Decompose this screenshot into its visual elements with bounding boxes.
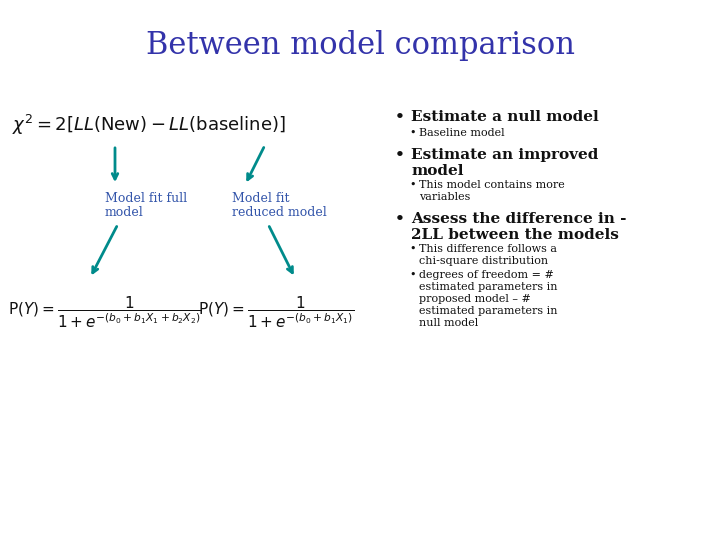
Text: model: model — [105, 206, 144, 219]
Text: •: • — [395, 212, 405, 226]
Text: variables: variables — [419, 192, 470, 202]
Text: •: • — [395, 110, 405, 124]
Text: This difference follows a: This difference follows a — [419, 244, 557, 254]
Text: •: • — [395, 148, 405, 162]
Text: $\mathrm{P}(Y) = \dfrac{1}{1 + e^{-(b_0 + b_1 X_1)}}$: $\mathrm{P}(Y) = \dfrac{1}{1 + e^{-(b_0 … — [198, 295, 354, 330]
Text: •: • — [409, 270, 415, 280]
Text: chi-square distribution: chi-square distribution — [419, 256, 548, 266]
Text: Assess the difference in -: Assess the difference in - — [411, 212, 626, 226]
Text: •: • — [409, 180, 415, 190]
Text: model: model — [411, 164, 464, 178]
Text: $\mathrm{P}(Y) = \dfrac{1}{1 + e^{-(b_0 + b_1 X_1 + b_2 X_2)}}$: $\mathrm{P}(Y) = \dfrac{1}{1 + e^{-(b_0 … — [8, 295, 202, 330]
Text: 2LL between the models: 2LL between the models — [411, 228, 619, 242]
Text: •: • — [409, 244, 415, 254]
Text: $\chi^2 = 2[LL(\mathrm{New}) - LL(\mathrm{baseline})]$: $\chi^2 = 2[LL(\mathrm{New}) - LL(\mathr… — [12, 113, 286, 137]
Text: •: • — [409, 128, 415, 138]
Text: degrees of freedom = #: degrees of freedom = # — [419, 270, 554, 280]
Text: Model fit: Model fit — [232, 192, 289, 205]
Text: Estimate an improved: Estimate an improved — [411, 148, 598, 162]
Text: Baseline model: Baseline model — [419, 128, 505, 138]
Text: proposed model – #: proposed model – # — [419, 294, 531, 304]
Text: estimated parameters in: estimated parameters in — [419, 306, 557, 316]
Text: Model fit full: Model fit full — [105, 192, 187, 205]
Text: estimated parameters in: estimated parameters in — [419, 282, 557, 292]
Text: null model: null model — [419, 318, 478, 328]
Text: reduced model: reduced model — [232, 206, 327, 219]
Text: Estimate a null model: Estimate a null model — [411, 110, 599, 124]
Text: Between model comparison: Between model comparison — [145, 30, 575, 61]
Text: This model contains more: This model contains more — [419, 180, 564, 190]
